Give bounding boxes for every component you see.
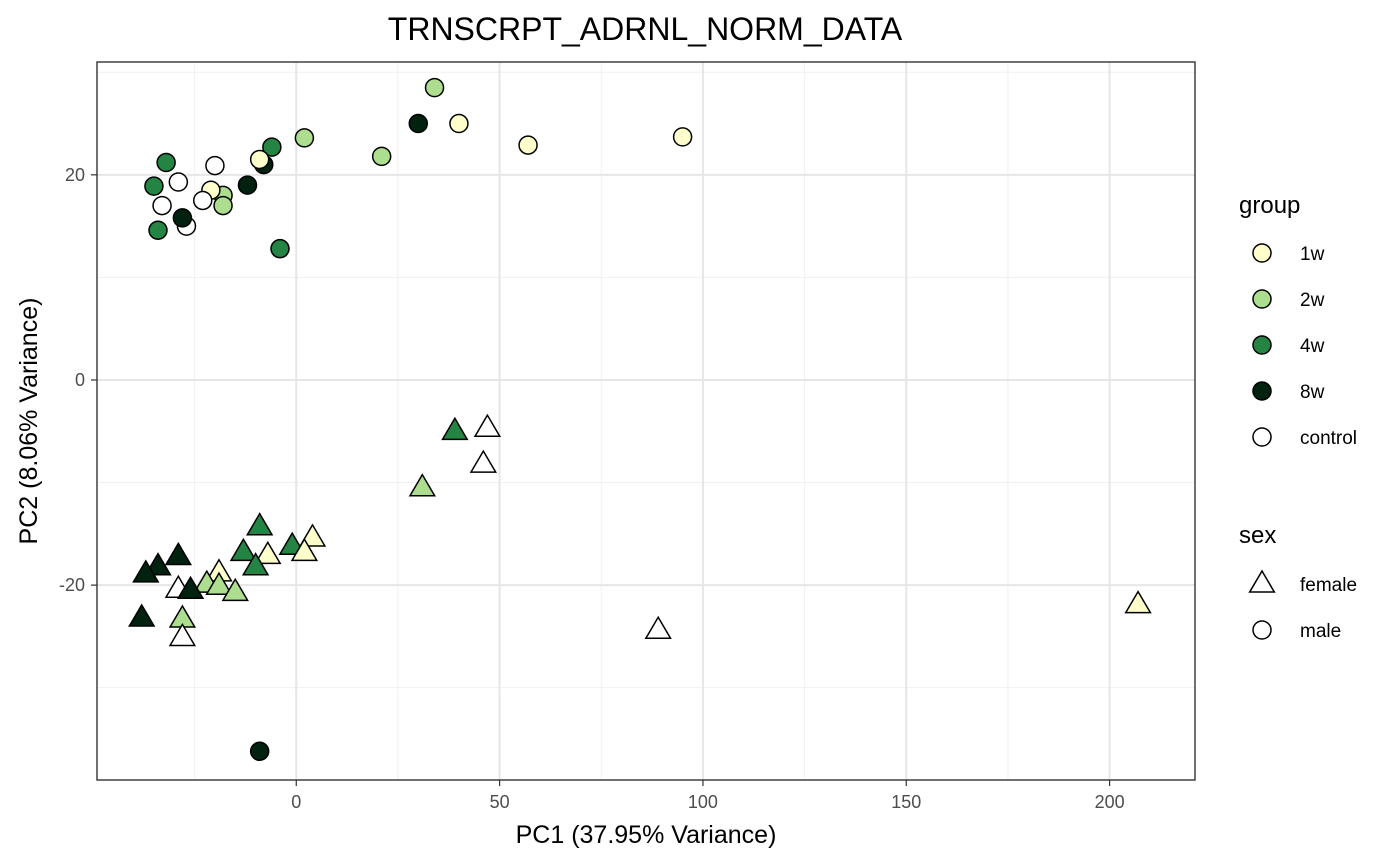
data-point: [213, 195, 233, 216]
data-point: [294, 128, 315, 148]
data-point: [132, 559, 160, 583]
x-axis-title: PC1 (37.95% Variance): [516, 821, 777, 849]
legend-group-label: 2w: [1300, 290, 1325, 311]
legend-group-title: group: [1239, 192, 1300, 219]
data-point: [298, 523, 327, 547]
x-tick-label: 0: [291, 792, 301, 812]
data-point: [229, 537, 258, 562]
x-axis-ticks: 0 50 100 150 200: [291, 780, 1125, 812]
data-point: [192, 190, 213, 211]
legend-group-label: control: [1300, 428, 1357, 449]
major-gridlines: [97, 62, 1195, 780]
data-point: [246, 512, 274, 536]
data-point: [449, 113, 469, 134]
minor-gridlines: [97, 62, 1195, 780]
data-point: [249, 149, 270, 170]
data-point: [156, 152, 176, 173]
data-point: [237, 175, 258, 195]
data-point: [148, 220, 168, 240]
y-tick-label: 0: [75, 370, 85, 390]
legend-sex: sex female male: [1239, 522, 1357, 642]
data-point: [152, 195, 172, 216]
data-point: [290, 537, 319, 562]
data-point: [172, 208, 193, 228]
legend-sex-key: [1252, 620, 1272, 640]
legend-group-key: [1252, 427, 1272, 447]
legend-group-key: [1252, 243, 1272, 263]
data-point: [221, 577, 249, 602]
data-point: [408, 473, 436, 497]
data-point: [144, 552, 172, 576]
x-tick-label: 150: [891, 792, 921, 812]
data-point: [270, 238, 290, 259]
x-tick-label: 200: [1095, 792, 1125, 812]
data-point: [424, 77, 445, 98]
x-tick-label: 100: [688, 792, 718, 812]
data-point: [164, 541, 192, 566]
data-point: [241, 552, 270, 576]
data-point: [128, 603, 156, 627]
plot-panel-border: [96, 61, 1196, 781]
x-tick-label: 50: [490, 792, 510, 812]
data-point: [168, 172, 189, 192]
y-axis-ticks: -20 0 20: [59, 165, 97, 595]
data-point: [473, 413, 502, 437]
data-points: [128, 77, 1152, 762]
legend-group-key: [1252, 381, 1272, 401]
data-point: [254, 540, 282, 565]
data-point: [518, 135, 538, 155]
data-point: [205, 155, 225, 176]
data-point: [371, 146, 392, 167]
legend-group-key: [1252, 289, 1272, 309]
y-tick-label: -20: [59, 575, 85, 595]
data-point: [672, 127, 693, 147]
data-point: [441, 416, 469, 441]
data-point: [144, 176, 164, 196]
legend-group-key: [1252, 335, 1272, 355]
legend-sex-key: [1248, 569, 1276, 593]
data-point: [168, 622, 197, 647]
legend-group-label: 8w: [1300, 382, 1325, 403]
data-point: [249, 741, 270, 762]
data-point: [1124, 590, 1152, 614]
y-axis-title: PC2 (8.06% Variance): [15, 298, 43, 545]
data-point: [176, 575, 205, 600]
legend-sex-label: female: [1300, 575, 1357, 596]
data-point: [262, 137, 282, 157]
legend-group-label: 4w: [1300, 336, 1325, 357]
legend-group-label: 1w: [1300, 244, 1325, 265]
legend-group: group 1w 2w 4w 8w control: [1239, 192, 1357, 449]
data-point: [469, 449, 497, 473]
data-point: [205, 571, 233, 595]
legend-sex-title: sex: [1239, 522, 1276, 549]
y-tick-label: 20: [65, 165, 85, 185]
legend-sex-label: male: [1300, 621, 1341, 642]
chart-title: TRNSCRPT_ADRNL_NORM_DATA: [388, 11, 903, 47]
data-point: [644, 615, 672, 640]
data-point: [408, 113, 429, 134]
